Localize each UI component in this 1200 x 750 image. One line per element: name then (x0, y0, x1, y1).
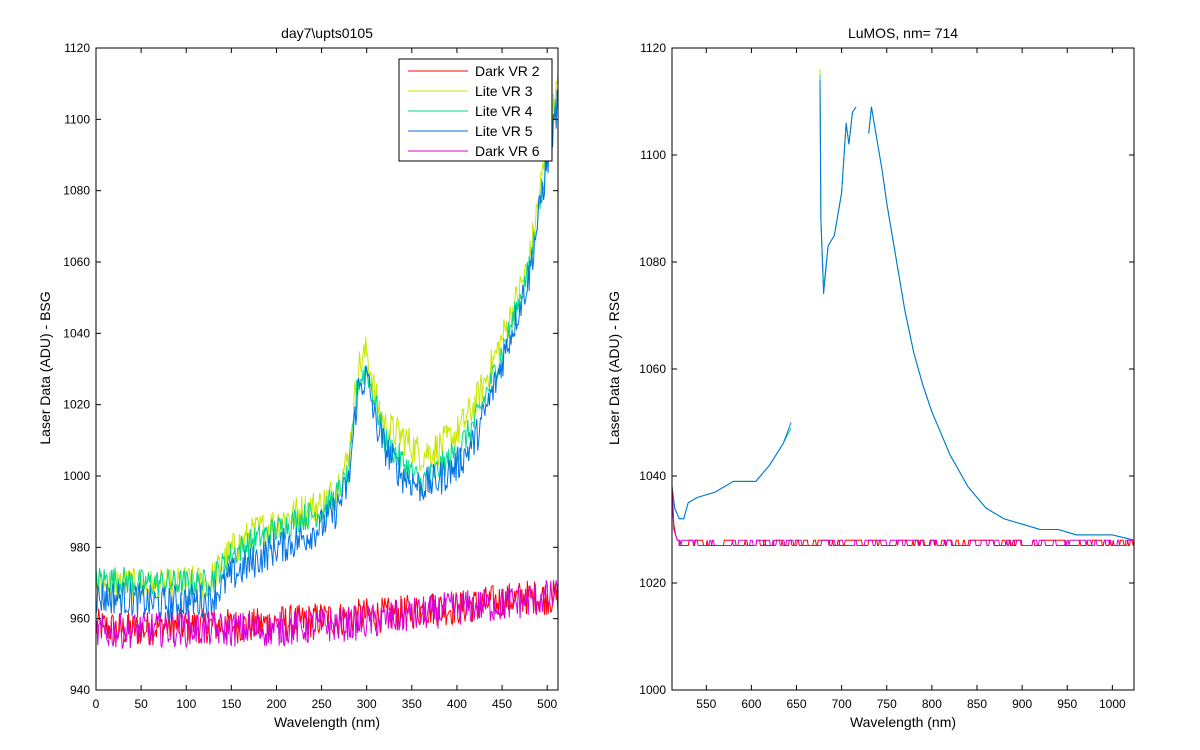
left-y-tick-label: 1000 (63, 469, 90, 483)
left-x-tick-label: 100 (176, 697, 196, 711)
left-y-tick-label: 940 (70, 683, 90, 697)
right-series-4 (672, 486, 1134, 547)
right-x-tick-label: 650 (787, 697, 807, 711)
left-x-tick-label: 250 (312, 697, 332, 711)
right-x-axis-label: Wavelength (nm) (850, 714, 956, 730)
right-y-tick-label: 1020 (639, 576, 666, 590)
right-plot-area (672, 48, 1134, 690)
left-legend-box (398, 58, 553, 162)
left-x-tick-label: 50 (134, 697, 148, 711)
left-series-lite-vr-5 (96, 89, 558, 621)
legend-label-dark-vr-6: Dark VR 6 (475, 143, 540, 159)
left-y-tick-label: 1040 (63, 326, 90, 340)
left-y-tick-label: 1080 (63, 184, 90, 198)
right-x-tick-label: 550 (696, 697, 716, 711)
left-x-tick-label: 450 (492, 697, 512, 711)
left-x-tick-label: 200 (266, 697, 286, 711)
left-x-tick-label: 0 (93, 697, 100, 711)
left-chart: day7\upts0105 Wavelength (nm) Laser Data… (37, 25, 559, 730)
left-chart-title: day7\upts0105 (281, 25, 373, 41)
left-x-tick-label: 150 (221, 697, 241, 711)
right-y-tick-label: 1040 (639, 469, 666, 483)
left-x-tick-label: 300 (357, 697, 377, 711)
right-x-tick-label: 850 (967, 697, 987, 711)
left-y-tick-label: 980 (70, 540, 90, 554)
left-y-tick-label: 1020 (63, 398, 90, 412)
left-legend: Dark VR 2 Lite VR 3 Lite VR 4 Lite VR 5 Dark… (398, 58, 553, 162)
right-chart: LuMOS, nm= 714 Wavelength (nm) Laser Dat… (606, 25, 1135, 730)
right-x-tick-label: 700 (832, 697, 852, 711)
left-series-lite-vr-4 (96, 97, 558, 597)
left-y-tick-label: 1120 (64, 41, 90, 55)
left-y-axis-label: Laser Data (ADU) - BSG (37, 291, 53, 444)
left-x-tick-label: 500 (537, 697, 557, 711)
left-x-axis-label: Wavelength (nm) (274, 714, 380, 730)
legend-label-lite-vr-4: Lite VR 4 (475, 103, 533, 119)
right-x-tick-label: 600 (741, 697, 761, 711)
right-x-tick-label: 1000 (1099, 697, 1126, 711)
right-x-tick-label: 950 (1057, 697, 1077, 711)
right-series-3 (672, 80, 1134, 541)
left-y-tick-label: 1100 (64, 112, 90, 126)
right-y-tick-label: 1000 (639, 683, 666, 697)
legend-label-lite-vr-3: Lite VR 3 (475, 83, 533, 99)
right-series-5 (672, 492, 1134, 547)
left-series-group (96, 72, 558, 650)
right-chart-title: LuMOS, nm= 714 (848, 25, 958, 41)
right-x-tick-label: 900 (1012, 697, 1032, 711)
left-y-tick-label: 960 (70, 612, 90, 626)
left-x-tick-label: 400 (447, 697, 467, 711)
right-x-tick-label: 750 (877, 697, 897, 711)
legend-label-lite-vr-5: Lite VR 5 (475, 123, 533, 139)
right-y-tick-label: 1120 (640, 41, 666, 55)
right-y-tick-label: 1080 (639, 255, 666, 269)
left-y-tick-label: 1060 (63, 255, 90, 269)
right-y-axis-label: Laser Data (ADU) - RSG (606, 291, 622, 445)
right-x-tick-label: 800 (922, 697, 942, 711)
left-x-tick-label: 350 (402, 697, 422, 711)
legend-label-dark-vr-2: Dark VR 2 (475, 63, 540, 79)
left-axes-box (95, 47, 559, 691)
right-y-tick-label: 1100 (640, 148, 666, 162)
left-series-dark-vr-6 (96, 580, 558, 650)
right-series-group (672, 69, 1134, 547)
right-y-tick-label: 1060 (639, 362, 666, 376)
